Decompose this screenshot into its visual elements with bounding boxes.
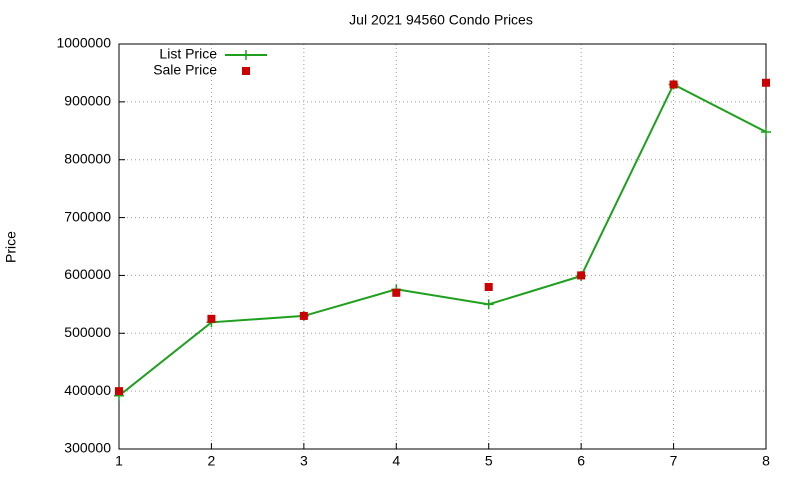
point-marker — [762, 78, 770, 87]
series-line — [118, 83, 767, 397]
x-tick-label: 3 — [300, 453, 308, 469]
x-tick-label: 1 — [115, 453, 123, 469]
plot-frame — [118, 43, 767, 450]
legend-marker — [241, 50, 251, 60]
point-marker — [577, 271, 586, 280]
point-marker — [483, 299, 494, 310]
y-tick-label: 500000 — [64, 324, 111, 340]
point-marker — [484, 283, 493, 291]
x-tick-label: 2 — [208, 453, 216, 469]
point-marker — [761, 126, 771, 137]
x-tick-label: 7 — [670, 453, 678, 469]
y-tick-label: 700000 — [64, 208, 111, 224]
y-tick-label: 600000 — [64, 266, 111, 282]
y-tick-label: 300000 — [64, 440, 111, 456]
point-marker — [115, 387, 123, 396]
y-tick-label: 400000 — [64, 382, 111, 398]
point-marker — [207, 314, 216, 323]
point-marker — [392, 288, 401, 297]
x-tick-label: 6 — [577, 453, 585, 469]
y-tick-label: 1000000 — [56, 35, 111, 51]
y-axis-label: Price — [3, 231, 19, 263]
y-tick-label: 800000 — [64, 150, 111, 166]
y-tick-label: 900000 — [64, 93, 111, 109]
point-marker — [299, 311, 308, 320]
legend-label: Sale Price — [153, 62, 217, 78]
legend-label: List Price — [159, 46, 217, 62]
x-tick-label: 4 — [392, 453, 400, 469]
x-tick-label: 5 — [485, 453, 493, 469]
point-marker — [669, 80, 678, 89]
x-tick-label: 8 — [762, 453, 770, 469]
legend-marker — [242, 67, 250, 75]
chart-title: Jul 2021 94560 Condo Prices — [349, 12, 533, 28]
